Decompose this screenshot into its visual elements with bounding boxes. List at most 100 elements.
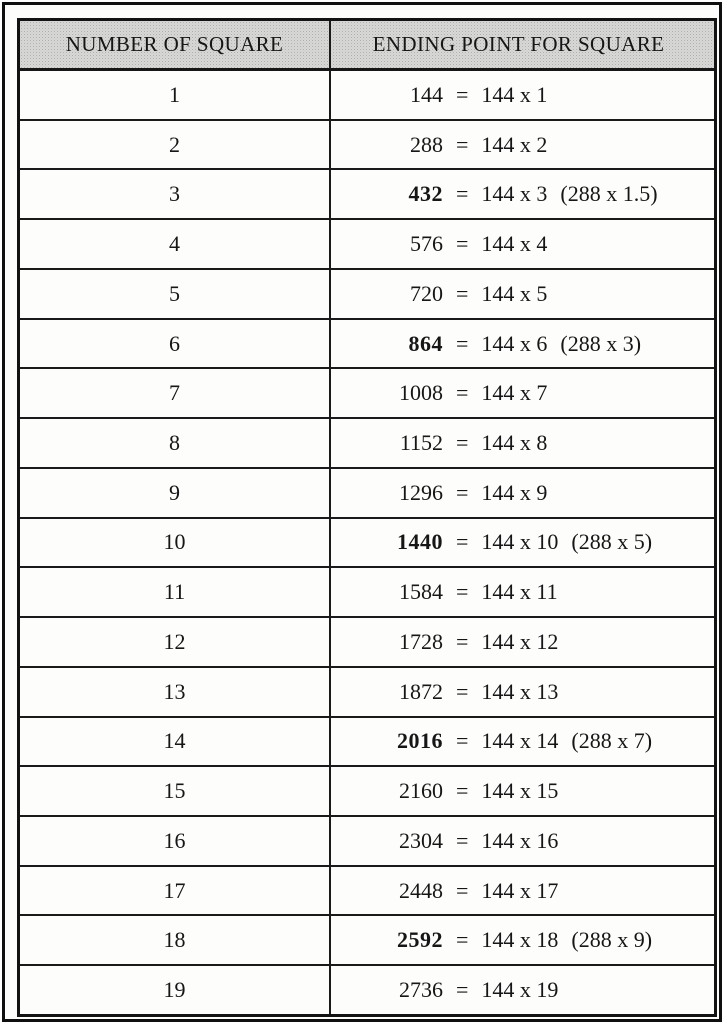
multiplication-expression: 144 x 14 [481, 728, 559, 754]
square-number-cell: 5 [20, 269, 331, 318]
multiplication-expression: 144 x 2 [481, 131, 548, 157]
square-number-cell: 3 [20, 170, 331, 219]
ending-point-value: 1008 [399, 380, 443, 406]
table-row: 16 2304 = 144 x 16 [20, 815, 714, 865]
ending-point-cell: 432 = 144 x 3 (288 x 1.5) [331, 170, 714, 218]
table-row: 14 2016 = 144 x 14 (288 x 7) [20, 715, 714, 766]
ending-point-value: 2304 [399, 827, 443, 853]
table-row: 3 432 = 144 x 3 (288 x 1.5) [20, 168, 714, 219]
ending-point-value: 576 [410, 231, 443, 257]
square-number-cell: 10 [20, 518, 331, 567]
equals-sign: = [456, 231, 469, 257]
multiplication-expression: 144 x 4 [481, 231, 548, 257]
table-row: 5 720 = 144 x 5 [20, 267, 714, 318]
square-number-cell: 19 [20, 966, 331, 1014]
ending-point-cell: 1296 = 144 x 9 [331, 469, 714, 517]
ending-point-value: 1296 [399, 479, 443, 505]
table-row: 6 864 = 144 x 6 (288 x 3) [20, 317, 714, 368]
table-row: 9 1296 = 144 x 9 [20, 466, 714, 517]
squares-table: NUMBER OF SQUARE ENDING POINT FOR SQUARE… [17, 18, 717, 1017]
square-number-cell: 6 [20, 319, 331, 368]
ending-point-cell: 2160 = 144 x 15 [331, 767, 714, 815]
ending-point-cell: 2016 = 144 x 14 (288 x 7) [331, 718, 714, 766]
multiplication-expression: 144 x 5 [481, 280, 548, 306]
equals-sign: = [456, 380, 469, 406]
table-row: 17 2448 = 144 x 17 [20, 864, 714, 915]
multiplication-expression: 144 x 7 [481, 380, 548, 406]
ending-point-cell: 2304 = 144 x 16 [331, 817, 714, 865]
square-number-cell: 13 [20, 667, 331, 716]
double-of-288-note: (288 x 9) [571, 927, 653, 953]
table-header-row: NUMBER OF SQUARE ENDING POINT FOR SQUARE [20, 21, 714, 71]
equals-sign: = [456, 927, 469, 953]
table-row: 8 1152 = 144 x 8 [20, 417, 714, 467]
equals-sign: = [456, 181, 469, 207]
square-number-cell: 11 [20, 568, 331, 617]
square-number-cell: 4 [20, 220, 331, 268]
table-row: 13 1872 = 144 x 13 [20, 665, 714, 716]
square-number-cell: 9 [20, 468, 331, 517]
equals-sign: = [456, 430, 469, 455]
ending-point-cell: 1872 = 144 x 13 [331, 668, 714, 716]
multiplication-expression: 144 x 17 [481, 877, 559, 903]
equals-sign: = [456, 728, 469, 754]
equals-sign: = [456, 479, 469, 505]
table-row: 7 1008 = 144 x 7 [20, 367, 714, 418]
ending-point-value: 2448 [399, 877, 443, 903]
ending-point-cell: 1152 = 144 x 8 [331, 419, 714, 467]
ending-point-cell: 2592 = 144 x 18 (288 x 9) [331, 916, 714, 964]
ending-point-value: 432 [408, 181, 443, 207]
ending-point-cell: 576 = 144 x 4 [331, 220, 714, 268]
ending-point-value: 2160 [399, 778, 443, 804]
double-of-288-note: (288 x 5) [571, 529, 653, 555]
multiplication-expression: 144 x 16 [481, 827, 559, 853]
double-of-288-note: (288 x 1.5) [560, 181, 658, 207]
equals-sign: = [456, 877, 469, 903]
multiplication-expression: 144 x 18 [481, 927, 559, 953]
table-row: 18 2592 = 144 x 18 (288 x 9) [20, 914, 714, 965]
multiplication-expression: 144 x 6 [481, 330, 548, 356]
equals-sign: = [456, 131, 469, 157]
multiplication-expression: 144 x 11 [481, 579, 558, 605]
ending-point-cell: 1008 = 144 x 7 [331, 369, 714, 417]
multiplication-expression: 144 x 8 [481, 430, 548, 455]
multiplication-expression: 144 x 3 [481, 181, 548, 207]
equals-sign: = [456, 280, 469, 306]
ending-point-cell: 1584 = 144 x 11 [331, 568, 714, 616]
ending-point-value: 2736 [399, 977, 443, 1003]
square-number-cell: 15 [20, 767, 331, 816]
ending-point-value: 864 [408, 330, 443, 356]
ending-point-cell: 2736 = 144 x 19 [331, 966, 714, 1014]
square-number-cell: 8 [20, 419, 331, 467]
equals-sign: = [456, 81, 469, 107]
multiplication-expression: 144 x 19 [481, 977, 559, 1003]
equals-sign: = [456, 529, 469, 555]
double-of-288-note: (288 x 3) [560, 330, 642, 356]
ending-point-value: 2592 [397, 927, 443, 953]
table-body: 1 144 = 144 x 1 2 288 = 144 x 2 3 432 = … [20, 71, 714, 1014]
header-number-of-square: NUMBER OF SQUARE [20, 21, 331, 68]
ending-point-value: 1728 [399, 628, 443, 654]
multiplication-expression: 144 x 10 [481, 529, 559, 555]
table-row: 2 288 = 144 x 2 [20, 118, 714, 169]
ending-point-value: 2016 [397, 728, 443, 754]
ending-point-cell: 720 = 144 x 5 [331, 270, 714, 318]
table-row: 19 2736 = 144 x 19 [20, 964, 714, 1014]
ending-point-cell: 1728 = 144 x 12 [331, 618, 714, 666]
equals-sign: = [456, 678, 469, 704]
square-number-cell: 17 [20, 866, 331, 915]
square-number-cell: 1 [20, 71, 331, 119]
multiplication-expression: 144 x 13 [481, 678, 559, 704]
square-number-cell: 14 [20, 717, 331, 766]
multiplication-expression: 144 x 15 [481, 778, 559, 804]
equals-sign: = [456, 330, 469, 356]
square-number-cell: 12 [20, 618, 331, 666]
ending-point-cell: 864 = 144 x 6 (288 x 3) [331, 320, 714, 368]
ending-point-value: 1584 [399, 579, 443, 605]
ending-point-value: 144 [410, 81, 443, 107]
table-row: 1 144 = 144 x 1 [20, 71, 714, 119]
equals-sign: = [456, 778, 469, 804]
multiplication-expression: 144 x 9 [481, 479, 548, 505]
square-number-cell: 18 [20, 916, 331, 965]
